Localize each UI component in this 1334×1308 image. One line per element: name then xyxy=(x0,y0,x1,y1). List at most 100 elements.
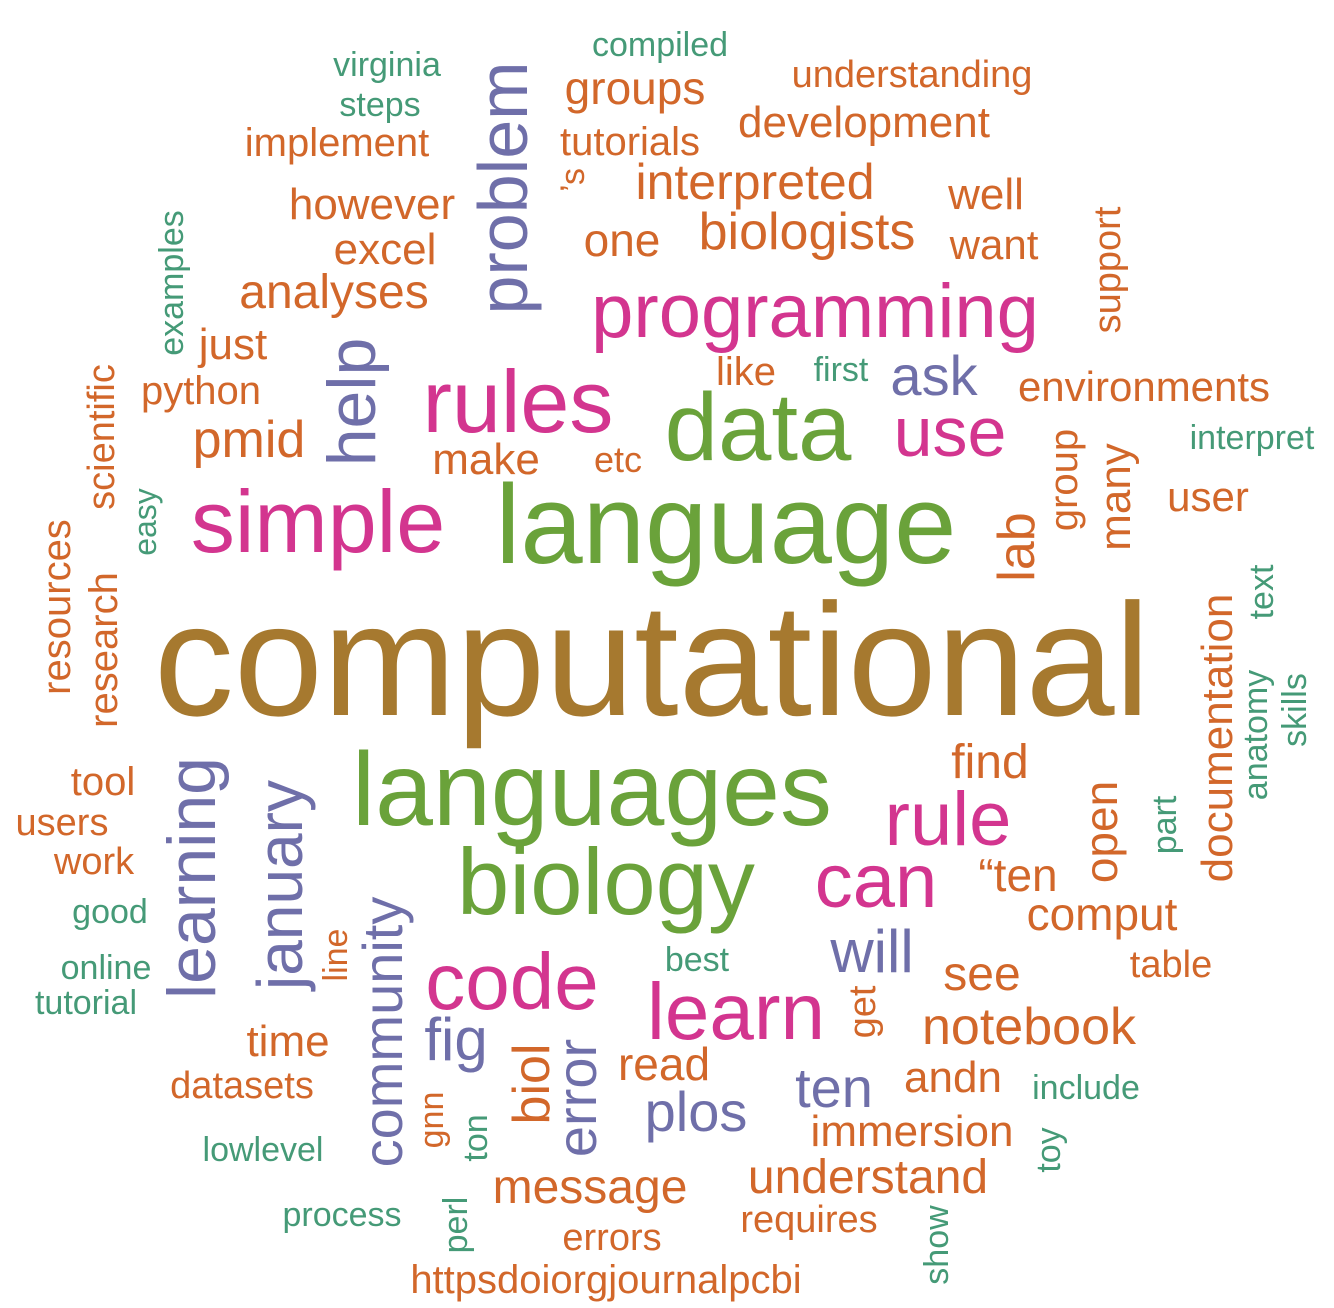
word-lab: lab xyxy=(988,512,1046,582)
word-good: good xyxy=(72,893,148,931)
word-understanding: understanding xyxy=(791,54,1033,96)
word-help: help xyxy=(314,337,390,467)
word-simple: simple xyxy=(190,472,446,571)
word-find: find xyxy=(951,736,1029,789)
word-datasets: datasets xyxy=(170,1065,314,1107)
word-pmid: pmid xyxy=(192,411,306,469)
word-users: users xyxy=(15,802,109,844)
word-part: part xyxy=(1146,795,1184,855)
word-community: community xyxy=(351,896,414,1168)
word-rule: rule xyxy=(884,777,1012,862)
word-tutorials: tutorials xyxy=(559,120,701,164)
word-get: get xyxy=(842,985,884,1039)
word-first: first xyxy=(813,351,869,389)
word-tutorial: tutorial xyxy=(34,984,138,1022)
word-however: however xyxy=(288,180,456,229)
word-plos: plos xyxy=(644,1080,748,1143)
word-interpreted: interpreted xyxy=(635,154,875,210)
word-biol: biol xyxy=(503,1043,561,1125)
word-languages: languages xyxy=(352,732,832,848)
word-interpret: interpret xyxy=(1189,419,1315,457)
word-line: line xyxy=(317,928,355,982)
word-resources: resources xyxy=(35,519,79,695)
word-lowlevel: lowlevel xyxy=(202,1131,324,1169)
word-quote-ten: “ten xyxy=(978,849,1058,901)
word-analyses: analyses xyxy=(239,266,429,319)
word-apostrophe-s: ’s xyxy=(554,168,592,192)
word-tool: tool xyxy=(70,760,136,804)
word-toy: toy xyxy=(1030,1127,1068,1173)
word-documentation: documentation xyxy=(1193,593,1242,883)
word-show: show xyxy=(918,1205,956,1285)
word-best: best xyxy=(664,941,730,979)
word-comput: comput xyxy=(1026,888,1178,940)
word-programming: programming xyxy=(591,269,1039,354)
word-just: just xyxy=(198,320,268,369)
word-well: well xyxy=(948,170,1024,219)
word-understand: understand xyxy=(747,1151,989,1204)
word-ask: ask xyxy=(890,344,978,407)
word-httpsdoiorgjournalpcbi: httpsdoiorgjournalpcbi xyxy=(410,1258,802,1302)
word-make: make xyxy=(432,435,540,484)
word-environments: environments xyxy=(1017,363,1271,410)
word-will: will xyxy=(830,918,914,985)
word-development: development xyxy=(738,98,990,147)
word-code: code xyxy=(425,937,599,1026)
word-open: open xyxy=(1075,780,1127,884)
word-process: process xyxy=(282,1196,402,1234)
word-biologists: biologists xyxy=(698,203,916,261)
word-errors: errors xyxy=(562,1217,662,1259)
word-fig: fig xyxy=(424,1006,488,1073)
word-want: want xyxy=(949,221,1039,268)
word-learn: learn xyxy=(647,967,825,1056)
word-can: can xyxy=(814,839,938,924)
word-read: read xyxy=(617,1038,711,1090)
word-ten: ten xyxy=(795,1056,873,1119)
word-data: data xyxy=(664,374,852,481)
word-research: research xyxy=(82,572,126,728)
word-work: work xyxy=(53,841,135,883)
word-perl: perl xyxy=(437,1196,475,1254)
word-see: see xyxy=(943,948,1021,1001)
word-steps: steps xyxy=(339,86,421,124)
word-rules: rules xyxy=(422,352,614,451)
word-online: online xyxy=(60,949,152,987)
word-learning: learning xyxy=(154,757,230,999)
word-ton: ton xyxy=(457,1114,495,1162)
word-like: like xyxy=(715,350,777,394)
word-andn: andn xyxy=(904,1053,1002,1102)
word-message: message xyxy=(492,1161,688,1214)
word-problem: problem xyxy=(464,61,542,315)
word-include: include xyxy=(1032,1069,1140,1107)
word-groups: groups xyxy=(564,62,706,114)
word-computational: computational xyxy=(153,570,1151,749)
word-compiled: compiled xyxy=(591,26,729,64)
word-implement: implement xyxy=(244,121,430,165)
word-scientific: scientific xyxy=(81,364,123,510)
word-user: user xyxy=(1167,473,1249,520)
word-etc: etc xyxy=(593,439,643,480)
word-notebook: notebook xyxy=(922,998,1136,1056)
word-skills: skills xyxy=(1276,673,1314,747)
word-gnn: gnn xyxy=(413,1091,451,1149)
word-one: one xyxy=(583,214,661,266)
word-time: time xyxy=(246,1017,330,1066)
word-support: support xyxy=(1087,206,1129,334)
word-text: text xyxy=(1243,564,1281,620)
word-biology: biology xyxy=(457,829,755,934)
word-table: table xyxy=(1129,944,1213,986)
word-anatomy: anatomy xyxy=(1237,669,1275,801)
word-examples: examples xyxy=(153,210,191,356)
word-use: use xyxy=(893,393,1007,471)
word-requires: requires xyxy=(740,1199,878,1241)
word-excel: excel xyxy=(333,225,437,274)
word-python: python xyxy=(140,369,262,413)
word-many: many xyxy=(1091,443,1140,551)
word-language: language xyxy=(495,462,957,587)
word-virginia: virginia xyxy=(333,46,441,84)
word-group: group xyxy=(1042,428,1086,532)
word-immersion: immersion xyxy=(810,1107,1014,1156)
word-january: january xyxy=(244,780,316,990)
word-easy: easy xyxy=(127,488,163,556)
